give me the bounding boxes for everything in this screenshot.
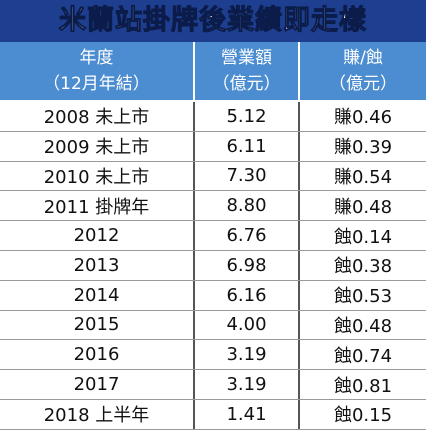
table-cell: 1.41 [195,399,300,429]
table-row: 2017 3.19 蝕0.81 [0,370,426,400]
table-row: 2011 掛牌年 8.80 賺0.48 [0,191,426,222]
header-text: 年度 [79,48,114,68]
header-cell: 營業額 （億元） [195,42,300,100]
table-cell: 2011 掛牌年 [0,191,195,221]
table-cell: 4.00 [195,310,300,340]
table-row: 2014 6.16 蝕0.53 [0,280,426,311]
table-cell: 6.98 [195,250,300,280]
header-text: （億元） [329,74,397,94]
table-cell: 6.11 [195,131,300,161]
table-cell: 2008 未上市 [0,102,195,131]
table-row: 2009 未上市 6.11 賺0.39 [0,131,426,162]
table-row: 2008 未上市 5.12 賺0.46 [0,102,426,132]
table-cell: 蝕0.48 [333,315,393,337]
table-cell: 蝕0.81 [333,375,393,397]
table-cell: 5.12 [195,102,300,131]
table-body: 2008 未上市 5.12 賺0.46 2009 未上市 6.11 賺0.39 2010 未… [0,102,426,430]
title: 米蘭站掛牌後業績即走樣 [0,0,426,42]
table-cell: 蝕0.14 [333,226,393,248]
table-cell: 2010 未上市 [0,161,195,191]
table-row: 2013 6.98 蝕0.38 [0,250,426,281]
table-cell: 7.30 [195,161,300,191]
table-cell: 2014 [0,280,195,310]
header-cell: 賺/蝕 （億元） [300,42,426,100]
table-cell: 6.76 [195,221,300,250]
table-cell: 賺0.54 [333,166,393,188]
table-cell: 2015 [0,310,195,340]
header-text: 賺/蝕 [343,48,383,68]
table-row: 2010 未上市 7.30 賺0.54 [0,161,426,192]
table-row: 2015 4.00 蝕0.48 [0,310,426,341]
table-row: 2016 3.19 蝕0.74 [0,340,426,371]
header-text: （12月年結） [43,74,150,94]
table-cell: 2013 [0,250,195,280]
table-cell: 賺0.46 [333,107,393,129]
table-cell: 3.19 [195,340,300,370]
header-cell: 年度 （12月年結） [0,42,195,100]
table-cell: 2017 [0,370,195,399]
header-text: 營業額 [221,48,272,68]
table-cell: 6.16 [195,280,300,310]
table-cell: 賺0.39 [333,137,393,159]
table-cell: 賺0.48 [333,196,393,218]
table-cell: 蝕0.74 [333,345,393,367]
table-cell: 3.19 [195,370,300,399]
table-cell: 蝕0.15 [333,405,393,427]
header-text: （億元） [212,74,281,94]
table-cell: 2018 上半年 [0,399,195,429]
table-header: 年度 （12月年結） 營業額 （億元） 賺/蝕 （億元） [0,42,426,102]
table-cell: 蝕0.38 [333,256,393,278]
table-row: 2012 6.76 蝕0.14 [0,221,426,251]
table-cell: 2009 未上市 [0,131,195,161]
table-cell: 2016 [0,340,195,370]
table-row: 2018 上半年 1.41 蝕0.15 [0,399,426,430]
table-cell: 2012 [0,221,195,250]
table-cell: 8.80 [195,191,300,221]
table-cell: 蝕0.53 [333,286,393,308]
